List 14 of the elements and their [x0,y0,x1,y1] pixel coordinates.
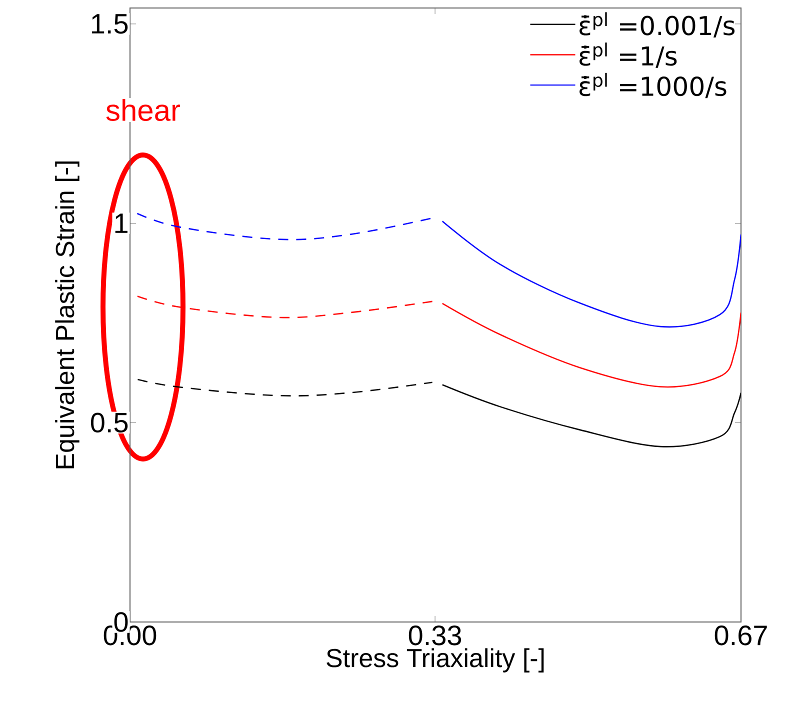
legend-label: ε̄̇$^{pl}$ =1/s [580,42,677,68]
x-tick-label: 0.33 [408,626,462,646]
annotation: shear [106,98,180,122]
legend-label: ε̄̇$^{pl}$ =1000/s [580,72,726,98]
legend-label: ε̄̇$^{pl}$ =0.001/s [580,12,735,38]
x-tick-label: 0.67 [714,626,767,646]
y-tick-label: 1 [115,214,128,233]
line-series [442,220,742,328]
x-axis-title: Stress Triaxiality [-] [326,648,544,672]
line-series [442,302,742,388]
line-series [442,384,742,448]
y-tick-label: 0.5 [90,412,128,433]
y-tick-label: 1.5 [92,14,128,34]
y-axis-title: Equivalent Plastic Strain [-] [55,162,80,468]
